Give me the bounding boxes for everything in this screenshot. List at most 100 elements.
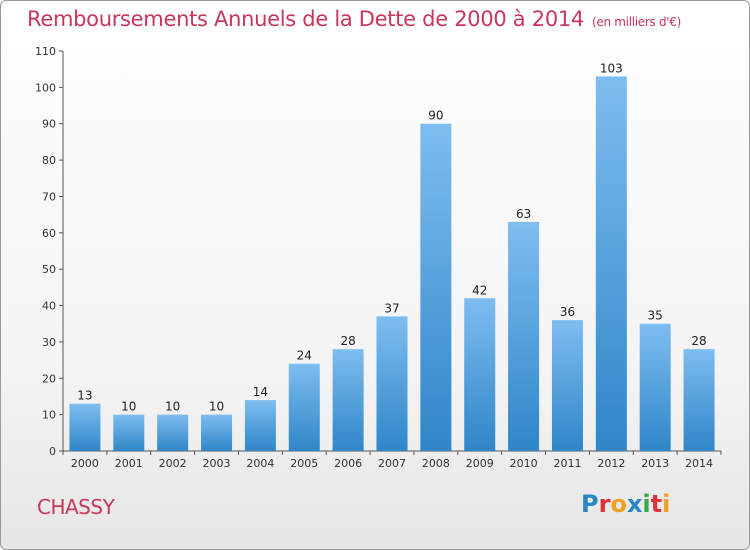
x-tick: 2000 — [71, 457, 99, 470]
y-tick-label: 100 — [35, 81, 56, 94]
logo-letter: P — [581, 490, 599, 518]
proxiti-logo[interactable]: Proxiti — [581, 490, 670, 518]
y-tick-label: 90 — [42, 118, 56, 131]
logo-letter: i — [642, 490, 651, 518]
bar-value-label: 42 — [472, 283, 487, 297]
x-tick-label: 2012 — [597, 457, 625, 470]
bar-2012 — [595, 76, 627, 452]
x-tick: 2001 — [115, 457, 143, 470]
y-tick: 20 — [42, 372, 56, 385]
x-tick: 2002 — [159, 457, 187, 470]
bar-value-label: 10 — [121, 400, 136, 414]
y-tick: 40 — [42, 300, 56, 313]
y-tick: 0 — [49, 445, 56, 458]
y-tick-label: 110 — [35, 45, 56, 58]
bars: 13 10 10 10 14 24 28 37 90 42 63 36 103 35 28 — [69, 61, 715, 452]
unit-note: (en milliers d'€) — [592, 15, 682, 29]
x-tick-label: 2008 — [422, 457, 450, 470]
x-tick: 2005 — [290, 457, 318, 470]
logo-letter: i — [662, 490, 671, 518]
y-tick: 50 — [42, 263, 56, 276]
bar-value-label: 35 — [648, 309, 663, 323]
bar-2008 — [420, 123, 452, 452]
x-tick: 2009 — [466, 457, 494, 470]
bar-value-label: 37 — [384, 301, 399, 315]
x-tick: 2006 — [334, 457, 362, 470]
bar-value-label: 14 — [253, 385, 268, 399]
bar-2006 — [332, 349, 364, 451]
logo-letter: t — [650, 490, 663, 518]
bar-value-label: 63 — [516, 207, 531, 221]
bar-value-label: 24 — [297, 349, 312, 363]
bar-value-label: 28 — [340, 334, 355, 348]
bar-2002 — [157, 414, 189, 451]
bar-2007 — [376, 316, 408, 451]
x-tick: 2007 — [378, 457, 406, 470]
x-tick-label: 2001 — [115, 457, 143, 470]
y-tick: 60 — [42, 227, 56, 240]
bar-2013 — [639, 323, 671, 451]
bar-2009 — [464, 298, 496, 451]
y-tick-label: 0 — [49, 445, 56, 458]
x-tick-label: 2013 — [641, 457, 669, 470]
x-tick: 2010 — [510, 457, 538, 470]
bar-value-label: 28 — [691, 334, 706, 348]
y-tick: 90 — [42, 118, 56, 131]
axes: 0 10 20 30 40 50 60 70 80 90 100 110 2000 2001 2002 200… — [35, 45, 722, 470]
bar-2011 — [551, 320, 583, 451]
bar-2004 — [244, 400, 276, 451]
y-tick-label: 70 — [42, 190, 56, 203]
y-tick-label: 40 — [42, 300, 56, 313]
x-tick-label: 2002 — [159, 457, 187, 470]
y-tick: 80 — [42, 154, 56, 167]
commune-name: CHASSY — [37, 495, 115, 519]
bar-value-label: 90 — [428, 109, 443, 123]
x-tick-label: 2011 — [553, 457, 581, 470]
y-tick-label: 20 — [42, 372, 56, 385]
y-tick-label: 50 — [42, 263, 56, 276]
x-tick: 2012 — [597, 457, 625, 470]
y-tick: 30 — [42, 336, 56, 349]
x-tick-label: 2006 — [334, 457, 362, 470]
bar-value-label: 13 — [77, 389, 92, 403]
y-tick: 70 — [42, 190, 56, 203]
bar-2001 — [113, 414, 145, 451]
x-tick-label: 2007 — [378, 457, 406, 470]
x-tick: 2011 — [553, 457, 581, 470]
bar-value-label: 10 — [209, 400, 224, 414]
bar-2010 — [508, 221, 540, 451]
x-tick: 2013 — [641, 457, 669, 470]
x-tick-label: 2009 — [466, 457, 494, 470]
bar-2000 — [69, 403, 101, 451]
bar-2005 — [288, 363, 320, 451]
y-tick-label: 60 — [42, 227, 56, 240]
y-tick-label: 10 — [42, 409, 56, 422]
x-tick-label: 2000 — [71, 457, 99, 470]
logo-letter: r — [598, 490, 611, 518]
chart-title: Remboursements Annuels de la Dette de 20… — [27, 7, 681, 31]
y-tick: 100 — [35, 81, 56, 94]
logo-letter: x — [626, 490, 643, 518]
x-tick: 2004 — [246, 457, 274, 470]
x-tick-label: 2010 — [510, 457, 538, 470]
x-tick-label: 2004 — [246, 457, 274, 470]
x-tick: 2008 — [422, 457, 450, 470]
x-tick-label: 2003 — [203, 457, 231, 470]
y-tick: 10 — [42, 409, 56, 422]
bar-2003 — [201, 414, 233, 451]
bar-value-label: 36 — [560, 305, 575, 319]
x-tick-label: 2014 — [685, 457, 713, 470]
bar-2014 — [683, 349, 715, 451]
chart-title-text: Remboursements Annuels de la Dette de 20… — [27, 7, 584, 31]
x-tick: 2014 — [685, 457, 713, 470]
x-tick: 2003 — [203, 457, 231, 470]
y-tick-label: 80 — [42, 154, 56, 167]
bar-value-label: 103 — [600, 61, 623, 75]
x-tick-label: 2005 — [290, 457, 318, 470]
y-tick: 110 — [35, 45, 56, 58]
logo-letter: o — [610, 490, 627, 518]
bar-value-label: 10 — [165, 400, 180, 414]
y-tick-label: 30 — [42, 336, 56, 349]
